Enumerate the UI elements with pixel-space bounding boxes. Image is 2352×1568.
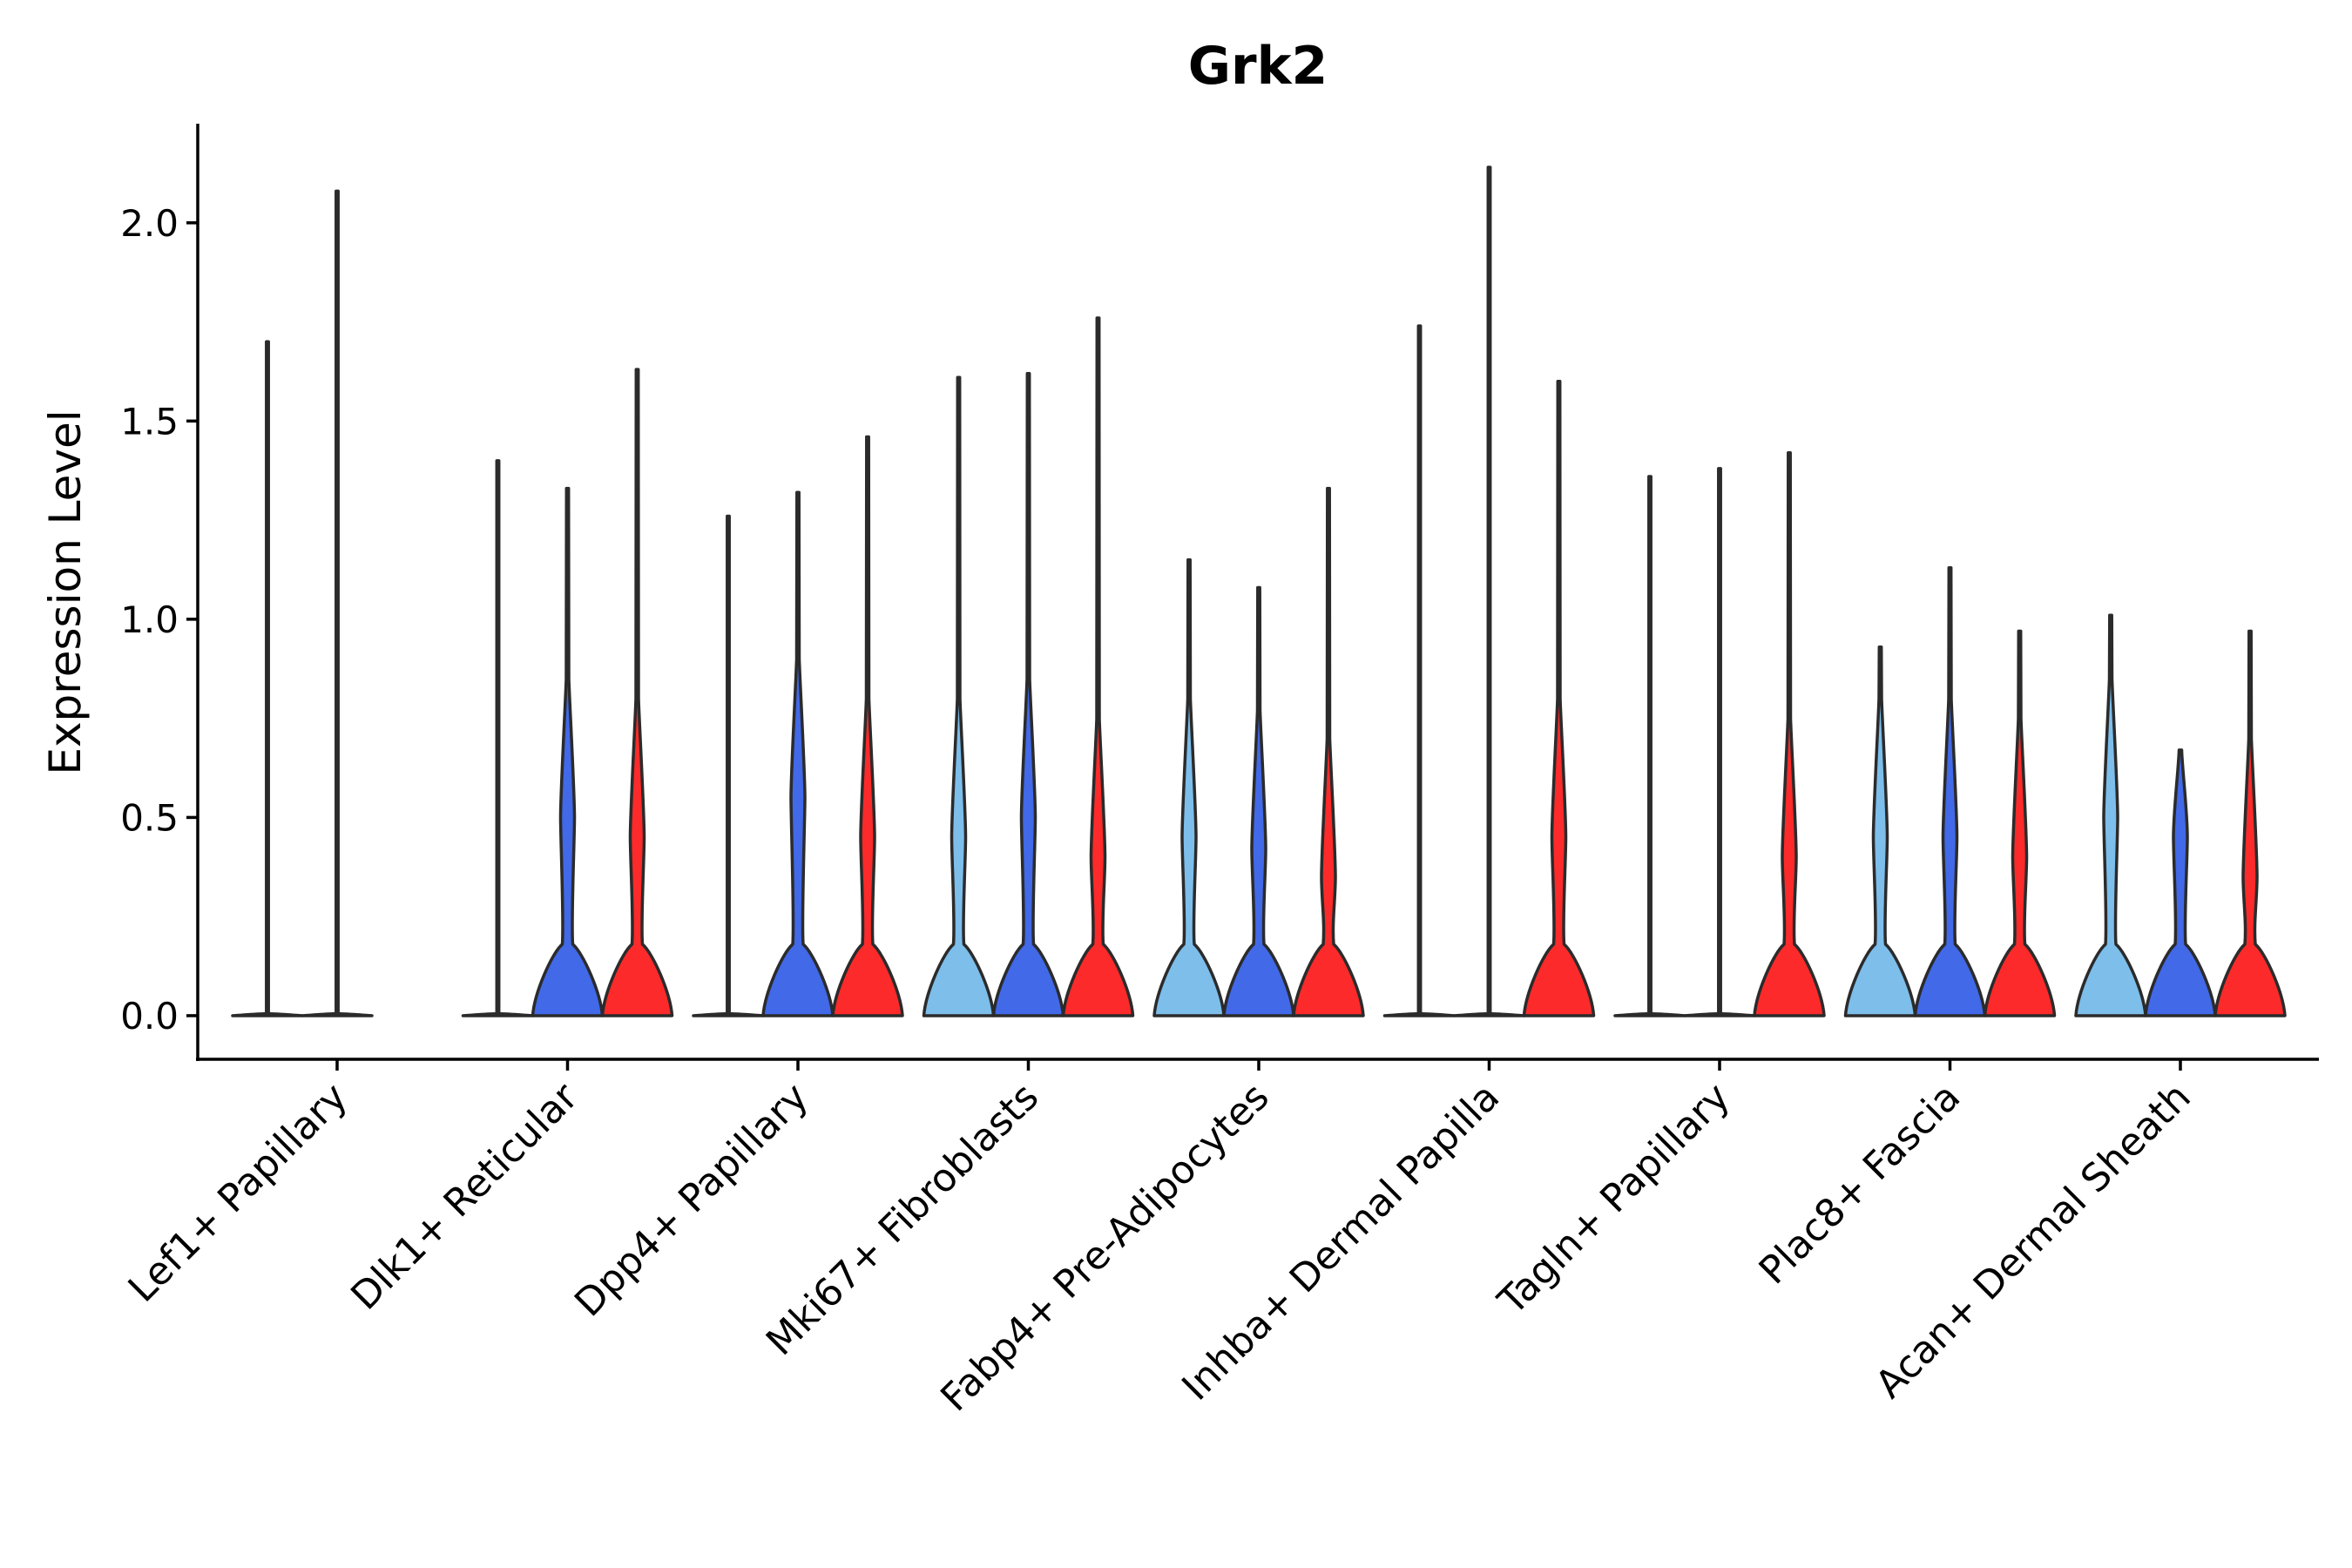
violin-group-2-4: [991, 371, 1065, 1017]
y-tick-label: 1.0: [120, 598, 179, 641]
violin-group-1-7: [1613, 475, 1686, 1017]
category-label: Tagln+ Papillary: [1490, 1075, 1739, 1324]
violin-group-2-3: [761, 490, 835, 1017]
y-tick-label: 0.0: [120, 995, 179, 1037]
category-label: Dpp4+ Papillary: [566, 1075, 817, 1326]
violin-group-1-1: [231, 340, 304, 1017]
violin-group-2-1: [301, 189, 374, 1017]
y-tick-label: 2.0: [120, 202, 179, 245]
violin-group-3-9: [2213, 629, 2287, 1017]
violin-group-3-8: [1983, 629, 2057, 1017]
violin-group-1-3: [692, 514, 765, 1017]
violin-group-1-9: [2074, 613, 2147, 1017]
violin-group-1-8: [1843, 645, 1917, 1017]
violin-group-1-6: [1382, 324, 1456, 1017]
violin-group-2-5: [1222, 585, 1295, 1017]
violin-series: [231, 166, 2287, 1017]
violin-group-1-5: [1152, 558, 1226, 1017]
category-label: Dlk1+ Reticular: [342, 1074, 587, 1319]
violin-group-2-8: [1913, 565, 1987, 1017]
violin-group-2-7: [1683, 467, 1756, 1017]
y-axis-label: Expression Level: [40, 409, 91, 774]
violin-group-1-4: [922, 375, 996, 1017]
violin-group-2-6: [1452, 166, 1526, 1017]
violin-group-3-7: [1753, 450, 1826, 1017]
y-tick-label: 0.5: [120, 796, 179, 839]
violin-group-3-4: [1061, 316, 1135, 1017]
violin-group-3-3: [831, 435, 904, 1017]
violin-group-1-2: [461, 459, 535, 1017]
violin-group-3-5: [1292, 486, 1365, 1017]
y-tick-label: 1.5: [120, 400, 179, 443]
violin-group-2-9: [2144, 748, 2217, 1017]
category-label: Lef1+ Papillary: [120, 1075, 356, 1311]
violin-group-3-6: [1522, 380, 1596, 1017]
violin-group-2-2: [531, 486, 605, 1017]
chart-title: Grk2: [1188, 36, 1328, 97]
violin-group-3-2: [600, 368, 674, 1017]
y-axis-ticks: 0.0 0.5 1.0 1.5 2.0: [120, 202, 198, 1037]
category-label: Plac8+ Fascia: [1751, 1075, 1970, 1294]
